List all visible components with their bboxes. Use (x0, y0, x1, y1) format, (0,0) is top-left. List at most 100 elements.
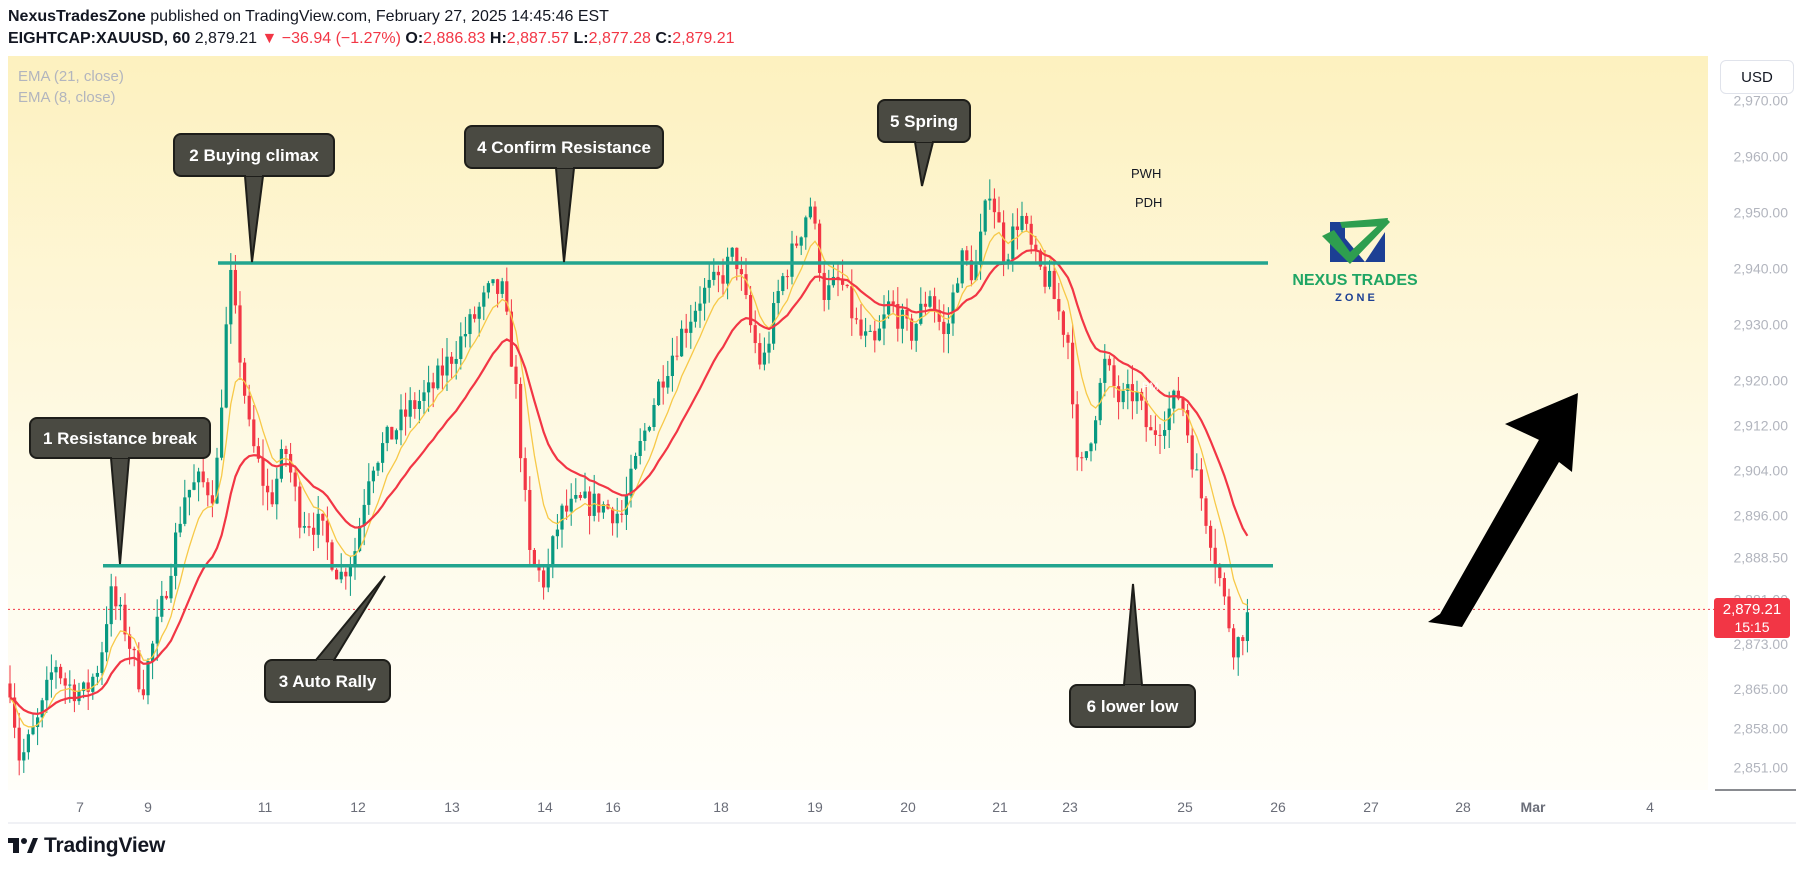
price-tick-label: 2,904.00 (1734, 462, 1789, 478)
candle-body (128, 634, 132, 649)
candle-body (560, 505, 564, 530)
candle-body (1038, 250, 1042, 267)
callout[interactable]: 4 Confirm Resistance (464, 125, 664, 263)
candle-body (574, 495, 578, 499)
candle-body (1186, 410, 1190, 436)
candle-body (546, 564, 550, 588)
candle-body (1149, 427, 1153, 431)
candle-body (992, 198, 996, 213)
time-tick-label: 21 (992, 799, 1008, 815)
candle-body (647, 426, 651, 431)
current-price-label: 2,879.21 15:15 (1714, 598, 1790, 638)
time-tick-label: 11 (258, 799, 273, 815)
price-axis[interactable]: 2,970.00 2,960.00 2,950.00 2,940.00 2,930.00… (1734, 92, 1789, 775)
candle-body (670, 355, 674, 377)
callout[interactable]: 5 Spring (877, 99, 971, 187)
candle-body (77, 691, 81, 702)
candle-body (1117, 386, 1121, 403)
callout[interactable]: 2 Buying climax (173, 133, 335, 263)
time-tick-label: 25 (1177, 799, 1193, 815)
candle-body (965, 250, 969, 261)
published-info: published on TradingView.com, February 2… (150, 8, 609, 25)
candle-body (1089, 443, 1093, 452)
candle-body (684, 328, 688, 333)
low-value: 2,877.28 (588, 30, 651, 47)
candle-body (385, 426, 389, 444)
candle-body (629, 468, 633, 496)
candle-body (845, 284, 849, 287)
candle-body (689, 321, 693, 333)
candle-body (431, 382, 435, 389)
candle-body (1107, 358, 1111, 366)
candle-body (31, 726, 35, 735)
candle-body (565, 505, 569, 512)
callout-label: 2 Buying climax (189, 146, 319, 165)
indicator-ema21[interactable]: EMA (21, close) (18, 68, 124, 85)
candle-body (1006, 259, 1010, 262)
candle-body (362, 504, 366, 527)
price-tick-label: 2,896.00 (1734, 507, 1789, 523)
up-arrow-icon (1428, 393, 1578, 627)
candles (8, 179, 1249, 776)
candle-body (1011, 226, 1015, 260)
candle-body (588, 491, 592, 516)
candle-body (229, 269, 233, 325)
callout[interactable]: 6 lower low (1069, 583, 1196, 728)
candle-body (238, 305, 242, 363)
time-tick-label: 20 (900, 799, 916, 815)
price-tick-label: 2,920.00 (1734, 373, 1789, 389)
candle-body (1061, 311, 1065, 335)
candle-body (532, 549, 536, 564)
candle-body (873, 330, 877, 341)
candle-body (1103, 358, 1107, 383)
candle-body (1121, 390, 1125, 403)
candle-body (974, 264, 978, 281)
candle-body (808, 206, 812, 218)
levels (8, 261, 1714, 610)
candle-body (486, 283, 490, 293)
candle-body (358, 526, 362, 552)
callout[interactable]: 1 Resistance break (29, 417, 211, 565)
high-label: H: (489, 30, 507, 47)
candle-body (59, 666, 63, 679)
chart-header: NexusTradesZone published on TradingView… (8, 6, 735, 50)
publisher-name[interactable]: NexusTradesZone (8, 8, 146, 25)
candle-body (900, 309, 904, 329)
price-label-countdown: 15:15 (1734, 619, 1769, 635)
price-change: −36.94 (−1.27%) (281, 30, 401, 47)
footer-brand: TradingView (8, 834, 165, 858)
candle-body (440, 365, 444, 376)
candle-body (749, 294, 753, 326)
callout[interactable]: 3 Auto Rally (264, 575, 391, 703)
candle-body (1135, 391, 1139, 402)
candle-body (105, 624, 109, 653)
logo-check-icon (1322, 218, 1390, 264)
candle-body (569, 498, 573, 512)
candle-body (206, 482, 210, 496)
candle-body (1181, 398, 1185, 411)
time-axis[interactable]: 7 9 11 12 13 14 16 18 19 20 21 23 25 26 27 28 Mar 4 (76, 799, 1654, 815)
candle-body (528, 489, 532, 550)
candle-body (831, 276, 835, 286)
candle-body (26, 734, 30, 753)
candle-body (1112, 365, 1116, 387)
candle-body (721, 275, 725, 284)
candle-body (266, 485, 270, 493)
candle-body (864, 331, 868, 336)
time-tick-label: 27 (1363, 799, 1379, 815)
indicator-ema8[interactable]: EMA (8, close) (18, 89, 116, 106)
candle-body (661, 381, 665, 388)
price-chart[interactable]: 2,970.00 2,960.00 2,950.00 2,940.00 2,930.00… (0, 0, 1806, 830)
candle-body (813, 206, 817, 224)
candle-body (620, 513, 624, 515)
candle-body (804, 217, 808, 238)
candle-body (1172, 390, 1176, 409)
price-tick-label: 2,888.50 (1734, 549, 1789, 565)
currency-button[interactable]: USD (1720, 60, 1794, 94)
candle-body (730, 247, 734, 257)
symbol-name[interactable]: EIGHTCAP:XAUUSD, 60 (8, 30, 191, 47)
time-tick-label: 9 (144, 799, 152, 815)
candle-body (302, 526, 306, 528)
candle-body (243, 362, 247, 396)
candle-body (468, 314, 472, 335)
